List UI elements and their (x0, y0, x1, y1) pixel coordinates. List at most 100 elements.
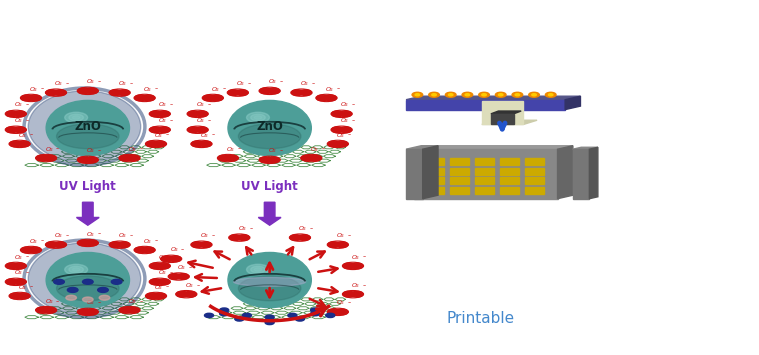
Circle shape (298, 235, 310, 240)
Ellipse shape (228, 252, 311, 308)
Circle shape (119, 155, 131, 161)
Ellipse shape (69, 114, 83, 121)
Circle shape (479, 92, 490, 97)
Text: $^-$: $^-$ (196, 284, 201, 289)
Text: $O_2$: $O_2$ (143, 237, 153, 246)
Text: $^-$: $^-$ (129, 82, 134, 87)
Polygon shape (414, 146, 573, 149)
Text: $O_2$: $O_2$ (14, 116, 24, 125)
Circle shape (462, 92, 473, 97)
Circle shape (168, 274, 181, 279)
Circle shape (68, 288, 78, 293)
Text: $O_2$: $O_2$ (300, 80, 309, 88)
Polygon shape (500, 187, 519, 194)
Circle shape (154, 293, 166, 299)
Circle shape (119, 307, 131, 313)
Circle shape (78, 157, 90, 163)
Text: $^-$: $^-$ (310, 82, 317, 87)
Circle shape (128, 307, 140, 313)
Text: $O_2$: $O_2$ (18, 283, 27, 291)
Polygon shape (573, 147, 598, 149)
Circle shape (204, 313, 213, 317)
Circle shape (6, 111, 18, 117)
Circle shape (335, 141, 348, 147)
Text: $O_2$: $O_2$ (18, 131, 27, 140)
Ellipse shape (238, 124, 301, 149)
Circle shape (295, 317, 304, 321)
Circle shape (158, 263, 170, 269)
Polygon shape (423, 146, 438, 199)
Text: $^-$: $^-$ (249, 227, 254, 232)
Text: $O_2$: $O_2$ (158, 253, 168, 262)
Text: $^-$: $^-$ (154, 239, 159, 244)
Text: $O_2$: $O_2$ (87, 78, 96, 87)
Polygon shape (475, 187, 494, 194)
Circle shape (21, 247, 33, 253)
Circle shape (46, 242, 58, 247)
Text: $^-$: $^-$ (238, 147, 243, 152)
Text: $^-$: $^-$ (97, 149, 102, 154)
Circle shape (339, 127, 351, 132)
Circle shape (112, 279, 122, 284)
Text: $O_2$: $O_2$ (211, 84, 220, 94)
Circle shape (78, 240, 90, 246)
Circle shape (335, 242, 348, 247)
Ellipse shape (57, 276, 119, 301)
Circle shape (267, 157, 279, 163)
Circle shape (242, 313, 251, 317)
Text: $^-$: $^-$ (347, 301, 353, 306)
Text: $O_2$: $O_2$ (238, 224, 247, 233)
Circle shape (219, 312, 228, 316)
Ellipse shape (65, 112, 87, 123)
Text: $^-$: $^-$ (169, 119, 175, 124)
Circle shape (267, 88, 279, 94)
Text: $^-$: $^-$ (165, 133, 171, 138)
Ellipse shape (72, 116, 80, 119)
Text: $^-$: $^-$ (129, 234, 134, 239)
Circle shape (412, 92, 423, 97)
Circle shape (328, 309, 340, 315)
Circle shape (260, 157, 272, 163)
Ellipse shape (65, 264, 87, 275)
Text: $O_2$: $O_2$ (87, 230, 96, 239)
Circle shape (496, 92, 506, 97)
Circle shape (229, 235, 241, 240)
Circle shape (310, 308, 320, 312)
Text: $O_2$: $O_2$ (55, 231, 64, 240)
Ellipse shape (72, 268, 80, 271)
Circle shape (290, 235, 302, 240)
Circle shape (134, 95, 146, 101)
Text: $^-$: $^-$ (222, 87, 228, 92)
Text: $^-$: $^-$ (25, 103, 31, 108)
Text: $^-$: $^-$ (25, 271, 31, 276)
Circle shape (36, 307, 49, 313)
Text: $^-$: $^-$ (351, 103, 357, 108)
Text: $^-$: $^-$ (279, 80, 285, 85)
Circle shape (14, 263, 26, 269)
Polygon shape (450, 187, 469, 194)
Circle shape (317, 95, 329, 101)
Circle shape (177, 274, 189, 279)
Circle shape (17, 293, 30, 299)
Text: Printable: Printable (446, 311, 515, 327)
Polygon shape (573, 149, 589, 199)
Circle shape (549, 94, 553, 96)
Circle shape (184, 291, 197, 297)
Circle shape (54, 242, 66, 247)
Circle shape (118, 242, 130, 247)
Ellipse shape (28, 91, 140, 163)
Polygon shape (491, 111, 521, 114)
Text: $O_2$: $O_2$ (169, 246, 179, 255)
Circle shape (429, 92, 439, 97)
Circle shape (143, 95, 155, 101)
Ellipse shape (28, 243, 140, 315)
Circle shape (6, 279, 18, 285)
Text: $O_2$: $O_2$ (184, 281, 194, 290)
Text: $^-$: $^-$ (347, 133, 353, 138)
Circle shape (299, 90, 311, 95)
Text: $O_2$: $O_2$ (87, 147, 96, 155)
Circle shape (446, 92, 456, 97)
Text: $^-$: $^-$ (139, 300, 144, 305)
Text: $O_2$: $O_2$ (336, 299, 345, 307)
Text: $O_2$: $O_2$ (118, 80, 128, 88)
